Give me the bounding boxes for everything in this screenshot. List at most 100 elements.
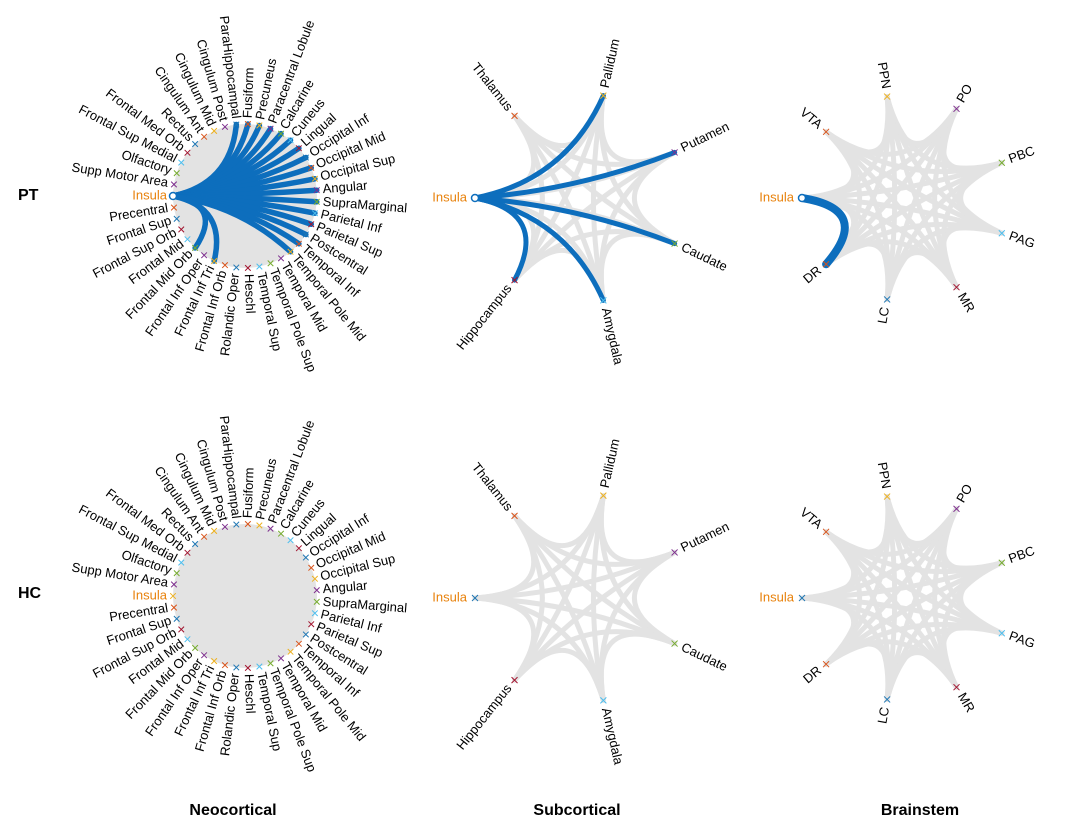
node-label-amygdala: Amygdala	[599, 706, 627, 766]
brainstem-hc-panel: Insula VTA PPN PO PBC PAG MR LC DR	[759, 461, 1037, 725]
node-marker-cingulum-mid	[210, 527, 218, 535]
node-marker-supp-motor-area	[170, 581, 178, 588]
node-marker-temporal-pole-sup	[267, 260, 274, 267]
node-marker-fusiform	[244, 120, 252, 128]
node-marker-hippocampus	[511, 676, 518, 684]
background-edges	[799, 94, 1005, 302]
node-marker-frontal-sup-medial	[178, 559, 185, 566]
node-label-pbc: PBC	[1006, 143, 1036, 166]
node-marker-frontal-sup-medial	[178, 159, 185, 166]
edge-lc-dr	[823, 241, 891, 302]
node-marker-frontal-mid	[184, 636, 191, 643]
node-marker-temporal-sup	[256, 263, 263, 270]
node-marker-olfactory	[173, 170, 180, 177]
node-marker-frontal-inf-oper	[200, 252, 208, 259]
row-label-hc: HC	[18, 585, 42, 602]
node-marker-lc	[883, 696, 891, 703]
seed-edge-dr	[798, 194, 849, 269]
node-label-ppn: PPN	[875, 461, 894, 490]
node-marker-thalamus	[511, 112, 518, 120]
node-marker-angular	[313, 587, 320, 594]
node-marker-pbc	[998, 159, 1006, 167]
node-marker-frontal-mid-orb	[191, 244, 199, 252]
node-marker-mr	[953, 683, 960, 691]
node-marker-rectus	[191, 140, 199, 148]
neocortical-hc-panel: ParaHippocampalFusiformPrecuneusParacent…	[71, 415, 408, 774]
node-marker-precuneus	[256, 522, 263, 529]
node-label-vta: VTA	[797, 504, 826, 531]
node-marker-insula	[471, 594, 479, 602]
node-marker-parahippocampal	[233, 521, 240, 528]
node-label-hippocampus: Hippocampus	[453, 281, 515, 353]
node-marker-cingulum-post	[221, 123, 229, 130]
node-marker-supp-motor-area	[170, 181, 178, 188]
node-marker-cingulum-ant	[200, 133, 208, 140]
node-marker-lingual	[295, 145, 303, 152]
node-marker-po	[953, 505, 960, 513]
edge-pallidum-hippocampus	[512, 93, 606, 283]
node-label-pbc: PBC	[1006, 543, 1036, 566]
column-title-subcortical: Subcortical	[533, 802, 620, 819]
node-marker-rectus	[191, 540, 199, 548]
node-marker-vta	[822, 128, 830, 136]
node-label-putamen: Putamen	[678, 519, 731, 555]
node-label-mr: MR	[955, 290, 978, 315]
row-label-pt: PT	[18, 187, 39, 204]
seed-node-marker	[797, 193, 807, 203]
node-marker-caudate	[671, 240, 678, 247]
seed-node-marker	[470, 193, 480, 203]
node-marker-temporal-inf	[295, 240, 303, 247]
node-label-insula: Insula	[432, 189, 467, 204]
node-marker-occipital-mid	[308, 164, 315, 171]
node-label-caudate: Caudate	[679, 639, 730, 674]
node-marker-putamen	[671, 149, 678, 156]
node-label-insula: Insula	[759, 189, 794, 204]
node-marker-thalamus	[511, 512, 518, 520]
node-marker-lingual	[295, 545, 303, 552]
node-marker-occipital-sup	[311, 575, 319, 582]
edge-lc-dr	[823, 641, 891, 702]
seed-edge-hippocampus	[472, 195, 529, 283]
node-marker-paracentral-lobule	[267, 525, 274, 532]
node-marker-frontal-sup	[173, 215, 180, 222]
connectivity-disc	[173, 524, 317, 668]
node-marker-pallidum	[600, 492, 607, 499]
node-marker-ppn	[883, 493, 891, 500]
node-marker-frontal-mid	[184, 236, 191, 243]
node-marker-frontal-mid-orb	[191, 644, 199, 652]
node-label-angular: Angular	[322, 578, 369, 597]
node-marker-parietal-inf	[311, 210, 319, 217]
node-marker-frontal-sup	[173, 615, 180, 622]
seed-edges	[797, 193, 849, 269]
node-marker-parahippocampal	[233, 121, 240, 128]
node-marker-temporal-inf	[295, 640, 303, 647]
node-marker-pallidum	[600, 92, 607, 99]
subcortical-hc-panel: Insula Thalamus Pallidum Putamen Caudate Amyg…	[432, 437, 731, 766]
node-label-insula: Insula	[432, 589, 467, 604]
node-label-thalamus: Thalamus	[469, 60, 517, 114]
background-edges	[799, 494, 1005, 702]
node-marker-precuneus	[256, 122, 263, 129]
edge-pallidum-putamen	[598, 93, 678, 165]
node-label-vta: VTA	[797, 104, 826, 131]
seed-edge-putamen	[472, 149, 678, 201]
node-label-hippocampus: Hippocampus	[453, 681, 515, 753]
node-label-fusiform: Fusiform	[240, 467, 257, 518]
subcortical-pt-panel: Insula Thalamus Pallidum Putamen Caudate Amyg…	[432, 37, 731, 366]
node-marker-pag	[998, 629, 1006, 637]
node-marker-cingulum-mid	[210, 127, 218, 135]
node-marker-pag	[998, 229, 1006, 237]
background-edges	[472, 93, 678, 303]
node-marker-olfactory	[173, 570, 180, 577]
node-label-insula: Insula	[132, 587, 167, 602]
node-label-fusiform: Fusiform	[240, 67, 257, 118]
node-label-pag: PAG	[1007, 228, 1037, 251]
node-label-supramarginal: SupraMarginal	[322, 194, 408, 216]
node-marker-frontal-med-orb	[184, 549, 191, 556]
column-title-brainstem: Brainstem	[881, 802, 959, 819]
background-edges	[472, 493, 678, 703]
node-marker-temporal-pole-mid	[287, 248, 294, 255]
node-marker-hippocampus	[511, 276, 518, 284]
node-marker-heschl	[244, 264, 252, 272]
node-marker-angular	[313, 187, 320, 194]
